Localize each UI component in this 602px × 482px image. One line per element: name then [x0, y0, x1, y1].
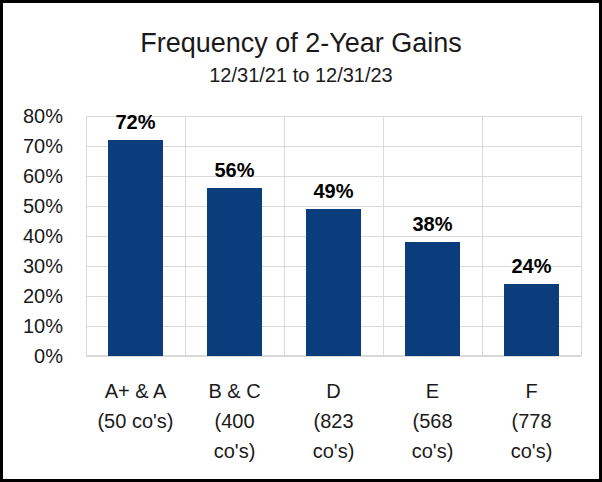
- category-label: D(823co's): [284, 376, 383, 466]
- y-tick-label: 60%: [3, 162, 63, 190]
- category-label-line: co's): [482, 436, 581, 466]
- category-label-line: (823: [284, 406, 383, 436]
- category-label: B & C(400co's): [185, 376, 284, 466]
- bar-value-label: 38%: [383, 209, 482, 239]
- chart-title: Frequency of 2-Year Gains: [3, 26, 599, 60]
- y-tick-label: 20%: [3, 282, 63, 310]
- category-label-line: (568: [383, 406, 482, 436]
- bar-value-label: 72%: [86, 107, 185, 137]
- category-label-line: E: [383, 376, 482, 406]
- category-label-line: (50 co's): [86, 406, 185, 436]
- y-tick-label: 80%: [3, 102, 63, 130]
- y-tick-label: 0%: [3, 342, 63, 370]
- gridline-v: [581, 116, 582, 356]
- y-tick-label: 50%: [3, 192, 63, 220]
- chart-subtitle: 12/31/21 to 12/31/23: [3, 62, 599, 88]
- y-tick-label: 10%: [3, 312, 63, 340]
- bar: [504, 284, 559, 356]
- bar-value-label: 49%: [284, 176, 383, 206]
- chart-frame: Frequency of 2-Year Gains 12/31/21 to 12…: [0, 0, 602, 482]
- bar: [306, 209, 361, 356]
- category-label-line: co's): [185, 436, 284, 466]
- category-label-line: co's): [284, 436, 383, 466]
- bar: [405, 242, 460, 356]
- bar-value-label: 56%: [185, 155, 284, 185]
- gridline-v: [284, 116, 285, 356]
- y-tick-label: 70%: [3, 132, 63, 160]
- bar-value-label: 24%: [482, 251, 581, 281]
- category-label: E(568co's): [383, 376, 482, 466]
- category-label-line: (778: [482, 406, 581, 436]
- category-label-line: A+ & A: [86, 376, 185, 406]
- y-tick-label: 30%: [3, 252, 63, 280]
- y-tick-label: 40%: [3, 222, 63, 250]
- gridline-v: [86, 116, 87, 356]
- category-label-line: co's): [383, 436, 482, 466]
- category-label-line: D: [284, 376, 383, 406]
- gridline-v: [185, 116, 186, 356]
- category-label: A+ & A(50 co's): [86, 376, 185, 436]
- category-label-line: F: [482, 376, 581, 406]
- bar: [108, 140, 163, 356]
- category-label: F(778co's): [482, 376, 581, 466]
- category-label-line: (400: [185, 406, 284, 436]
- bar: [207, 188, 262, 356]
- category-label-line: B & C: [185, 376, 284, 406]
